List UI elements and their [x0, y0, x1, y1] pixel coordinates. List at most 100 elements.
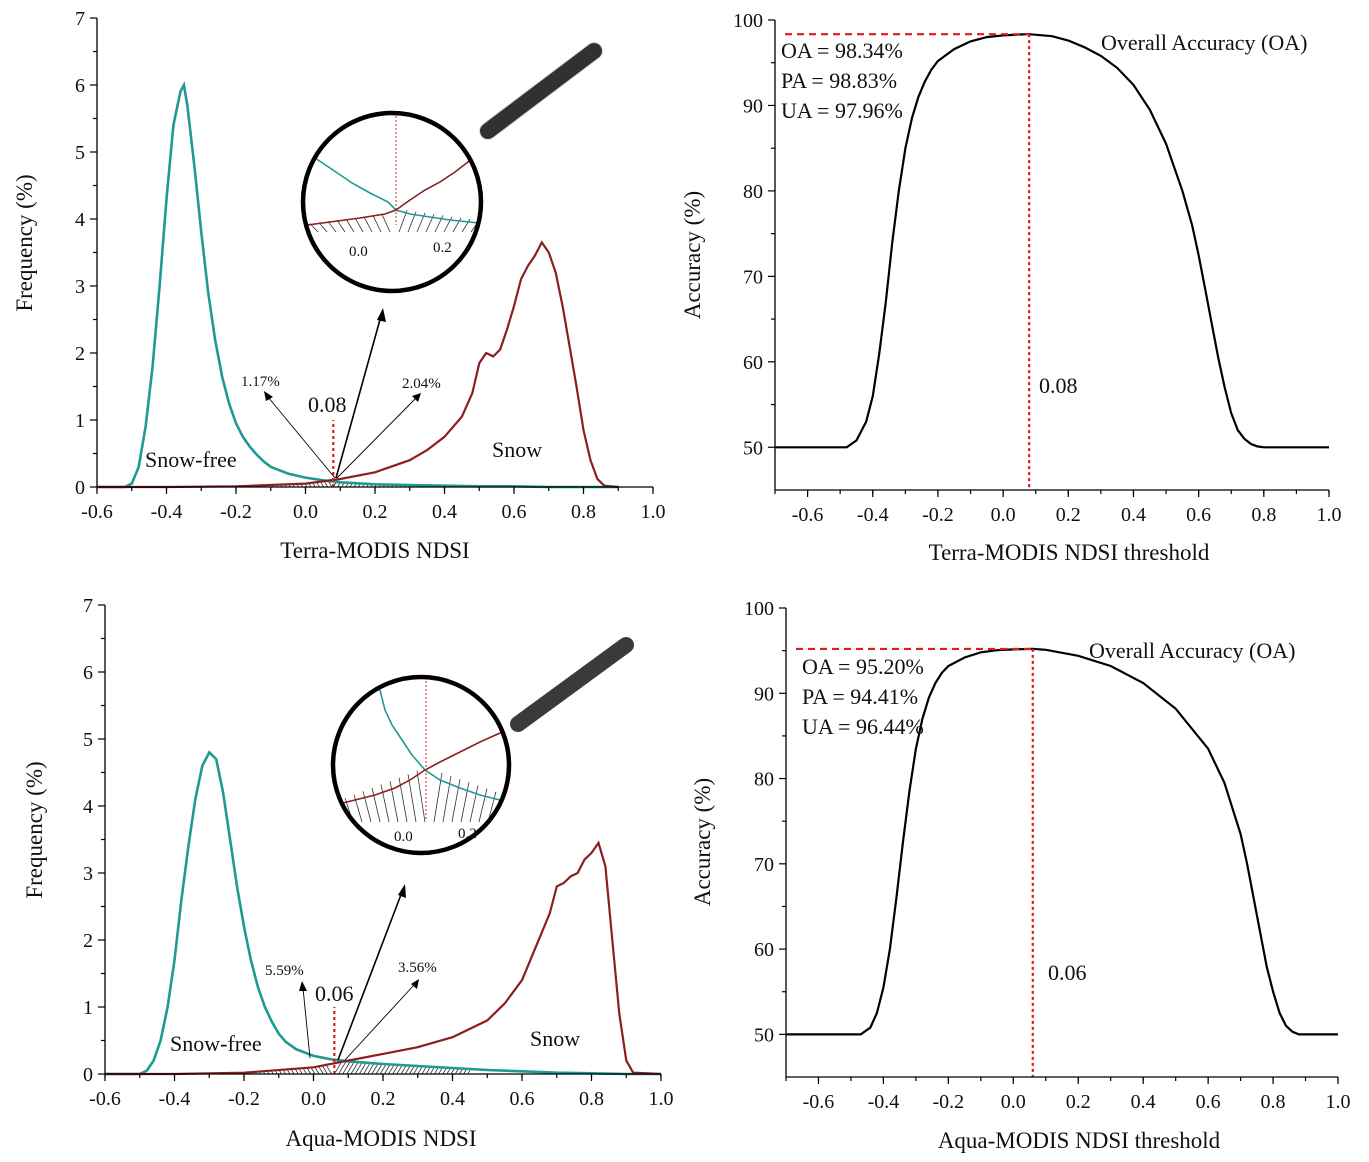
- y-tick-label: 0: [75, 477, 85, 499]
- x-tick-label: 0.4: [1121, 504, 1146, 526]
- y-tick-label: 6: [83, 662, 93, 684]
- x-tick-label: 0.2: [363, 501, 388, 523]
- x-tick-label: 0.2: [1066, 1091, 1091, 1113]
- x-tick-label: -0.2: [228, 1088, 260, 1110]
- x-tick-label: 0.0: [991, 504, 1016, 526]
- inset-tick-label: 0.0: [394, 829, 413, 845]
- y-axis-title: Frequency (%): [22, 761, 47, 898]
- y-tick-label: 1: [75, 410, 85, 432]
- y-tick-label: 3: [83, 863, 93, 885]
- x-tick-label: 0.4: [432, 501, 457, 523]
- x-axis-title: Terra-MODIS NDSI: [280, 538, 469, 563]
- y-tick-label: 70: [743, 266, 763, 288]
- y-tick-label: 5: [83, 729, 93, 751]
- x-axis-title: Aqua-MODIS NDSI: [285, 1126, 476, 1151]
- snow-label: Snow: [530, 1026, 580, 1051]
- x-tick-label: 0.8: [1261, 1091, 1286, 1113]
- y-tick-label: 90: [754, 683, 774, 705]
- threshold-label: 0.06: [315, 981, 354, 1006]
- threshold-label: 0.06: [1048, 960, 1087, 985]
- x-tick-label: -0.4: [151, 501, 183, 523]
- legend-label: Overall Accuracy (OA): [1101, 30, 1307, 55]
- y-tick-label: 70: [754, 854, 774, 876]
- hatch-stroke: [351, 1061, 359, 1074]
- y-tick-label: 7: [75, 8, 85, 30]
- x-tick-label: 0.0: [301, 1088, 326, 1110]
- oa-text: OA = 98.34%: [781, 38, 903, 63]
- inset-tick-label: 0.0: [349, 244, 368, 260]
- legend-label: Overall Accuracy (OA): [1089, 638, 1295, 663]
- y-tick-label: 60: [743, 352, 763, 374]
- x-tick-label: 0.0: [293, 501, 318, 523]
- right-area-label: 3.56%: [398, 960, 437, 976]
- y-tick-label: 7: [83, 595, 93, 617]
- y-tick-label: 80: [754, 769, 774, 791]
- oa-text: OA = 95.20%: [802, 654, 924, 679]
- x-tick-label: -0.6: [81, 501, 113, 523]
- magnifier-handle: [518, 645, 626, 724]
- right-area-label: 2.04%: [402, 376, 441, 392]
- y-tick-label: 2: [83, 930, 93, 952]
- y-tick-label: 90: [743, 95, 763, 117]
- inset-hatch-stroke: [292, 226, 300, 232]
- y-tick-label: 3: [75, 276, 85, 298]
- x-tick-label: 1.0: [649, 1088, 674, 1110]
- pa-text: PA = 98.83%: [781, 68, 897, 93]
- y-tick-label: 50: [743, 437, 763, 459]
- x-tick-label: 0.0: [1001, 1091, 1026, 1113]
- x-tick-label: 0.2: [1056, 504, 1081, 526]
- x-tick-label: 0.6: [510, 1088, 535, 1110]
- x-tick-label: -0.6: [89, 1088, 121, 1110]
- x-tick-label: -0.2: [933, 1091, 965, 1113]
- x-tick-label: 0.6: [1186, 504, 1211, 526]
- inset-hatch-stroke: [480, 222, 488, 232]
- x-tick-label: 0.4: [1131, 1091, 1156, 1113]
- y-tick-label: 4: [75, 209, 85, 231]
- left-area-label: 1.17%: [241, 374, 280, 390]
- x-tick-label: -0.2: [220, 501, 252, 523]
- x-tick-label: -0.6: [803, 1091, 835, 1113]
- x-tick-label: 0.4: [440, 1088, 465, 1110]
- x-tick-label: 0.2: [371, 1088, 396, 1110]
- pa-text: PA = 94.41%: [802, 684, 918, 709]
- snow-free-label: Snow-free: [145, 447, 237, 472]
- ua-text: UA = 97.96%: [781, 98, 903, 123]
- y-tick-label: 80: [743, 181, 763, 203]
- x-axis-title: Aqua-MODIS NDSI threshold: [938, 1128, 1221, 1153]
- x-tick-label: 1.0: [1317, 504, 1342, 526]
- y-tick-label: 1: [83, 997, 93, 1019]
- hatch-stroke: [355, 1062, 362, 1074]
- y-axis-title: Accuracy (%): [680, 191, 705, 319]
- y-tick-label: 6: [75, 75, 85, 97]
- terra-accuracy-chart: -0.6 -0.4 -0.2 0.0 0.2 0.4 0.6 0.8 1.0 50 60 70 80 90…: [680, 10, 1342, 565]
- x-tick-label: -0.4: [159, 1088, 191, 1110]
- y-tick-label: 100: [744, 598, 774, 620]
- inset-tick-label: 0.2: [433, 240, 452, 256]
- x-axis-title: Terra-MODIS NDSI threshold: [929, 540, 1210, 565]
- x-tick-label: -0.2: [922, 504, 954, 526]
- y-tick-label: 5: [75, 142, 85, 164]
- threshold-label: 0.08: [1039, 373, 1078, 398]
- x-tick-label: 1.0: [1326, 1091, 1351, 1113]
- inset-tick-label: 0.2: [458, 826, 477, 842]
- x-tick-label: 0.8: [571, 501, 596, 523]
- x-tick-label: 0.8: [1251, 504, 1276, 526]
- threshold-label: 0.08: [308, 392, 347, 417]
- magnifier-inset: 0.0 0.2: [327, 645, 626, 853]
- x-tick-label: -0.4: [868, 1091, 900, 1113]
- x-tick-label: 0.6: [502, 501, 527, 523]
- x-tick-label: -0.6: [792, 504, 824, 526]
- y-axis-title: Frequency (%): [12, 174, 37, 311]
- y-tick-label: 0: [83, 1064, 93, 1086]
- y-tick-label: 100: [733, 10, 763, 32]
- y-tick-label: 60: [754, 939, 774, 961]
- y-tick-label: 2: [75, 343, 85, 365]
- x-tick-label: -0.4: [857, 504, 889, 526]
- left-area-label: 5.59%: [265, 963, 304, 979]
- x-tick-label: 1.0: [641, 501, 666, 523]
- snow-free-label: Snow-free: [170, 1031, 262, 1056]
- x-tick-label: 0.6: [1196, 1091, 1221, 1113]
